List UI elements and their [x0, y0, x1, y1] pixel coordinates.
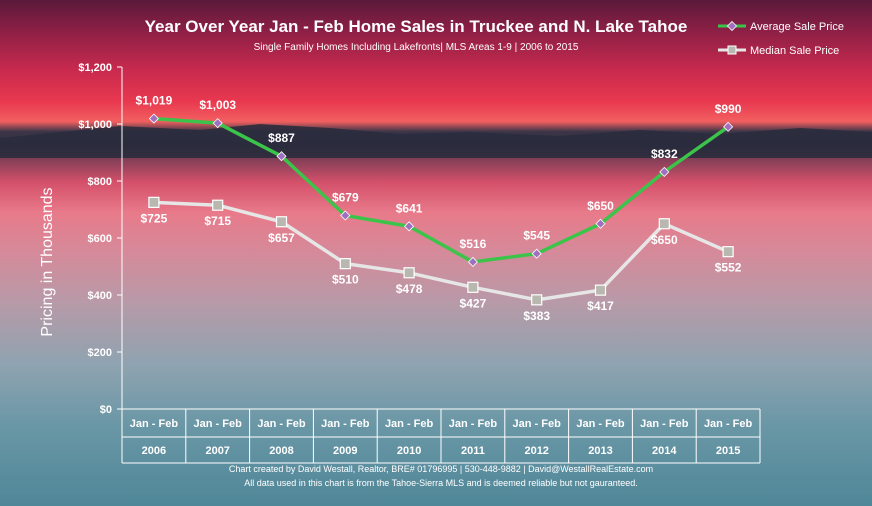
average-price-point — [404, 221, 415, 232]
average-price-label: $887 — [268, 131, 295, 145]
y-axis: $0 $200 $400 $600 $800 $1,000 $1,200 — [78, 62, 123, 416]
x-category-label: 2011 — [461, 445, 485, 457]
x-category-label: 2015 — [716, 445, 740, 457]
average-price-point — [531, 248, 542, 259]
x-category-group-label: Jan - Feb — [194, 418, 243, 430]
footer-disclaimer: All data used in this chart is from the … — [244, 478, 638, 488]
x-category-group-label: Jan - Feb — [576, 418, 625, 430]
average-price-label: $641 — [396, 201, 423, 215]
median-price-label: $478 — [396, 282, 423, 296]
median-price-point — [722, 246, 734, 258]
median-price-point — [531, 294, 543, 306]
y-tick-label: $0 — [100, 404, 112, 416]
y-tick-label: $1,000 — [78, 119, 112, 131]
x-category-label: 2014 — [652, 445, 677, 457]
average-price-label: $650 — [587, 199, 614, 213]
footer-credit: Chart created by David Westall, Realtor,… — [229, 464, 653, 474]
chart-title: Year Over Year Jan - Feb Home Sales in T… — [145, 17, 688, 36]
x-category-group-label: Jan - Feb — [704, 418, 753, 430]
x-category-label: 2008 — [269, 445, 293, 457]
y-tick-label: $400 — [88, 290, 112, 302]
median-price-point — [658, 218, 670, 230]
median-price-point — [594, 284, 607, 296]
median-price-point — [467, 281, 479, 293]
y-tick-label: $200 — [88, 347, 112, 359]
median-price-point — [275, 216, 288, 228]
x-category-group-label: Jan - Feb — [640, 418, 689, 430]
x-category-group-label: Jan - Feb — [257, 418, 306, 430]
legend-diamond-icon — [726, 20, 738, 32]
median-price-label: $427 — [460, 296, 487, 310]
series-markers — [148, 113, 734, 306]
average-price-label: $1,003 — [199, 98, 236, 112]
x-category-label: 2007 — [205, 445, 229, 457]
average-price-label: $990 — [715, 102, 742, 116]
legend-median-label: Median Sale Price — [750, 45, 839, 57]
background-mountains — [0, 124, 872, 158]
chart-subtitle: Single Family Homes Including Lakefronts… — [254, 42, 579, 53]
median-price-point — [339, 258, 351, 270]
average-price-label: $545 — [523, 229, 550, 243]
average-price-point — [340, 210, 351, 221]
median-price-label: $715 — [204, 214, 231, 228]
median-price-label: $650 — [651, 233, 678, 247]
x-category-label: 2009 — [333, 445, 357, 457]
legend-average: Average Sale Price — [718, 20, 844, 33]
average-price-label: $679 — [332, 190, 359, 204]
x-category-label: 2006 — [142, 445, 166, 457]
category-table: Jan - Feb 2006 Jan - Feb 2007 Jan - Feb 2008 J… — [121, 408, 761, 464]
median-price-label: $657 — [268, 231, 295, 245]
series-labels: $1,019 $1,003 $887 $679 $641 $516 $545 $650 $832… — [136, 94, 742, 323]
median-price-point — [403, 267, 415, 279]
average-price-label: $832 — [651, 147, 678, 161]
average-price-line — [153, 116, 730, 264]
average-price-point — [212, 118, 223, 129]
x-category-group-label: Jan - Feb — [385, 418, 434, 430]
x-category-group-label: Jan - Feb — [130, 418, 179, 430]
x-category-label: 2013 — [588, 445, 612, 457]
x-category-label: 2012 — [524, 445, 548, 457]
median-price-label: $417 — [587, 299, 614, 313]
median-price-label: $725 — [141, 211, 168, 225]
median-price-label: $552 — [715, 261, 742, 275]
average-price-point — [148, 113, 159, 124]
y-tick-label: $600 — [88, 233, 112, 245]
median-price-label: $383 — [523, 309, 550, 323]
y-axis-label: Pricing in Thousands — [39, 187, 56, 336]
median-price-point — [212, 199, 224, 211]
average-price-label: $1,019 — [136, 94, 173, 108]
x-category-group-label: Jan - Feb — [321, 418, 370, 430]
y-tick-label: $1,200 — [78, 62, 112, 74]
series-lines — [153, 116, 730, 302]
legend-median: Median Sale Price — [718, 45, 839, 57]
median-price-line — [153, 200, 729, 302]
median-price-label: $510 — [332, 273, 359, 287]
x-category-group-label: Jan - Feb — [449, 418, 498, 430]
average-price-point — [659, 166, 670, 177]
average-price-point — [723, 121, 734, 132]
y-axis-ticks: $0 $200 $400 $600 $800 $1,000 $1,200 — [78, 62, 122, 416]
legend: Average Sale Price Median Sale Price — [718, 20, 844, 57]
x-category-group-label: Jan - Feb — [513, 418, 562, 430]
average-price-point — [276, 151, 287, 162]
average-price-point — [595, 218, 606, 229]
average-price-label: $516 — [460, 237, 487, 251]
y-tick-label: $800 — [88, 176, 112, 188]
x-category-label: 2010 — [397, 445, 421, 457]
median-price-point — [148, 196, 160, 208]
legend-square-icon — [727, 45, 737, 55]
average-price-point — [467, 256, 478, 268]
legend-average-label: Average Sale Price — [750, 21, 844, 33]
